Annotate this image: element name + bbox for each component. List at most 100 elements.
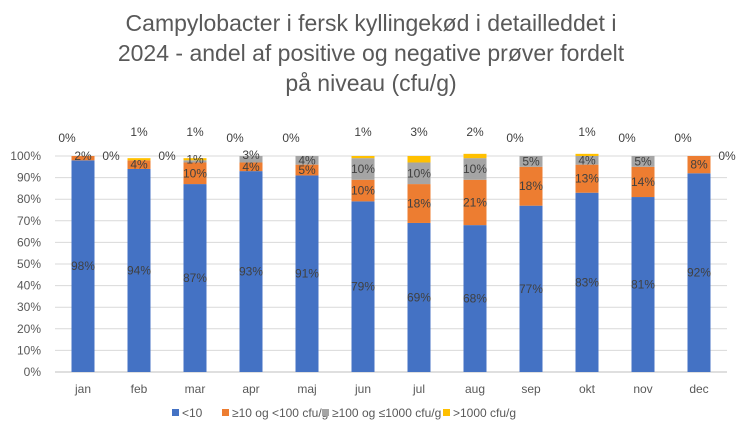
bar-segment — [407, 184, 431, 223]
bar-segment — [407, 162, 431, 185]
x-tick-label: sep — [521, 382, 541, 396]
data-label: 1% — [186, 125, 204, 139]
bar-segment — [631, 197, 655, 372]
data-label: 93% — [239, 265, 263, 279]
x-tick-label: nov — [633, 382, 652, 396]
bar-segment — [183, 158, 207, 161]
data-label: 98% — [71, 259, 95, 273]
data-label: 3% — [410, 125, 428, 139]
bar-segment — [183, 184, 207, 372]
bar-segment — [127, 168, 151, 372]
legend-swatch — [322, 409, 329, 416]
y-tick-label: 70% — [17, 214, 41, 228]
bar-segment — [575, 153, 599, 156]
data-label: 0% — [58, 131, 76, 145]
data-label: 4% — [242, 160, 260, 174]
bar-segment — [351, 158, 375, 180]
data-label: 10% — [351, 184, 375, 198]
data-label: 5% — [298, 163, 316, 177]
y-tick-label: 60% — [17, 235, 41, 249]
x-tick-label: okt — [579, 382, 596, 396]
legend-entry: <10 — [182, 406, 203, 420]
bar-segment — [239, 156, 263, 163]
x-tick-label: jul — [412, 382, 425, 396]
data-label: 68% — [463, 292, 487, 306]
y-tick-label: 50% — [17, 257, 41, 271]
bar-segment — [407, 156, 431, 163]
legend-entry: >1000 cfu/g — [453, 406, 516, 420]
data-label: 18% — [519, 179, 543, 193]
bar-segment — [631, 156, 655, 167]
chart-title-line-1: Campylobacter i fersk kyllingekød i deta… — [125, 10, 617, 36]
data-label: 3% — [242, 148, 260, 162]
bar-segment — [519, 166, 543, 206]
x-tick-label: mar — [185, 382, 206, 396]
bar-segment — [127, 160, 151, 169]
bar-segment — [575, 164, 599, 193]
data-label: 1% — [578, 125, 596, 139]
bar-segment — [463, 153, 487, 159]
data-label: 79% — [351, 280, 375, 294]
x-tick-label: dec — [689, 382, 708, 396]
data-label: 14% — [631, 175, 655, 189]
data-label: 4% — [578, 153, 596, 167]
bar-segment — [71, 160, 95, 372]
bar-segment — [183, 160, 207, 163]
bar-segment — [295, 156, 319, 165]
bar-segment — [687, 156, 711, 174]
bar-segment — [687, 173, 711, 372]
bar-segment — [519, 205, 543, 372]
bar-segment — [407, 222, 431, 372]
y-tick-label: 30% — [17, 300, 41, 314]
data-label: 2% — [74, 149, 92, 163]
bar-segment — [463, 179, 487, 226]
legend-swatch — [222, 409, 229, 416]
bar-segment — [519, 156, 543, 167]
data-label: 10% — [407, 166, 431, 180]
data-label: 81% — [631, 278, 655, 292]
bar-segment — [239, 171, 263, 372]
chart-title-line-2: 2024 - andel af positive og negative prø… — [117, 40, 625, 66]
data-label: 10% — [351, 162, 375, 176]
bar-segment — [463, 158, 487, 180]
y-tick-label: 90% — [17, 171, 41, 185]
y-tick-label: 10% — [17, 343, 41, 357]
data-label: 4% — [130, 158, 148, 172]
data-label: 0% — [282, 131, 300, 145]
bar-segment — [127, 158, 151, 161]
data-label: 0% — [506, 131, 524, 145]
x-tick-label: feb — [131, 382, 148, 396]
y-tick-label: 20% — [17, 322, 41, 336]
data-label: 0% — [102, 149, 120, 163]
data-label: 1% — [354, 125, 372, 139]
data-label: 21% — [463, 195, 487, 209]
x-tick-label: aug — [465, 382, 485, 396]
data-label: 4% — [298, 153, 316, 167]
bar-segment — [631, 166, 655, 198]
data-label: 69% — [407, 290, 431, 304]
bar-segment — [463, 225, 487, 372]
bar-segment — [575, 156, 599, 165]
data-label: 0% — [226, 131, 244, 145]
bar-segment — [575, 192, 599, 372]
data-label: 94% — [127, 263, 151, 277]
data-label: 91% — [295, 267, 319, 281]
legend-swatch — [172, 409, 179, 416]
bar-segment — [239, 162, 263, 172]
data-label: 5% — [634, 154, 652, 168]
data-label: 0% — [718, 149, 736, 163]
x-tick-label: maj — [297, 382, 316, 396]
legend-entry: ≥10 og <100 cfu/g — [232, 406, 328, 420]
chart-title: Campylobacter i fersk kyllingekød i deta… — [0, 8, 742, 98]
data-label: 77% — [519, 282, 543, 296]
data-label: 13% — [575, 172, 599, 186]
y-tick-label: 0% — [24, 365, 42, 379]
data-label: 2% — [466, 125, 484, 139]
data-label: 1% — [186, 152, 204, 166]
data-label: 92% — [687, 266, 711, 280]
x-tick-label: jan — [74, 382, 91, 396]
data-label: 83% — [575, 275, 599, 289]
legend-entry: ≥100 og ≤1000 cfu/g — [332, 406, 441, 420]
x-tick-label: apr — [242, 382, 259, 396]
